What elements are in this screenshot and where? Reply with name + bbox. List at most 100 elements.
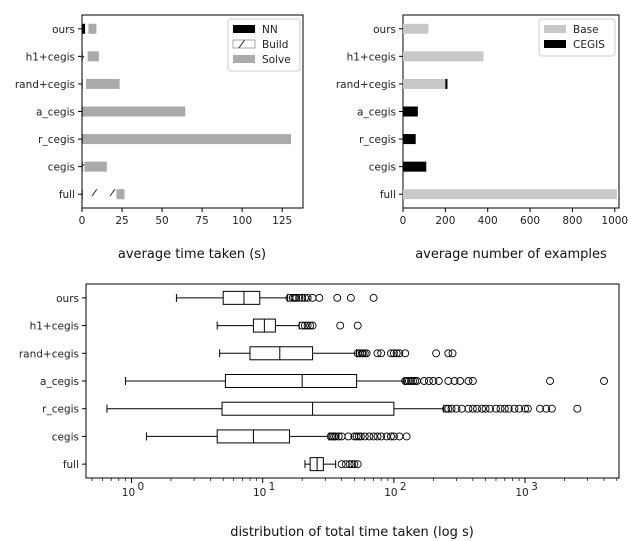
distribution-xtick-label: 10: [515, 487, 528, 499]
box-outlier-ours: [301, 293, 309, 302]
time-legend-swatch: [232, 39, 256, 49]
time-ytick-label: a_cegis: [36, 107, 75, 119]
box-outlier-a_cegis: [434, 377, 443, 385]
time-legend-label: NN: [262, 24, 278, 36]
distribution-xtick-exponent: 0: [137, 481, 144, 493]
time-bar-a_cegis-nn: [82, 106, 83, 117]
time-bar-cegis-solve: [84, 161, 107, 172]
box-outlier-r_cegis: [547, 404, 556, 413]
examples-bar-h1+cegis-base: [403, 51, 484, 62]
box-outlier-a_cegis: [456, 377, 465, 385]
box-outlier-rand+cegis: [448, 349, 457, 358]
box-outlier-a_cegis: [424, 377, 433, 385]
time-bar-h1+cegis-solve: [87, 51, 99, 62]
box-iqr-rand+cegis: [249, 346, 314, 361]
box-outlier-h1+cegis: [353, 321, 362, 330]
distribution-ytick-label: ours: [56, 293, 79, 305]
distribution-xlabel: distribution of total time taken (log s): [230, 525, 474, 540]
box-outlier-cegis: [356, 432, 365, 441]
box-outlier-h1+cegis: [301, 321, 309, 330]
box-outlier-rand+cegis: [360, 349, 369, 358]
examples-legend-swatch: [544, 40, 566, 48]
distribution-ytick-label: h1+cegis: [30, 321, 79, 333]
box-outlier-r_cegis: [481, 404, 490, 413]
box-outlier-r_cegis: [486, 404, 494, 413]
time-legend-label: Solve: [262, 54, 291, 66]
time-bar-full-solve: [116, 189, 125, 200]
examples-ytick-label: full: [380, 189, 396, 201]
box-iqr-r_cegis: [221, 401, 395, 416]
box-outlier-r_cegis: [504, 404, 513, 413]
examples-legend: Base CEGIS: [538, 18, 616, 57]
box-iqr-ours: [222, 290, 261, 305]
time-legend-swatch: [233, 25, 255, 33]
box-outlier-a_cegis: [546, 377, 554, 385]
box-outlier-r_cegis: [510, 404, 519, 413]
box-outlier-cegis: [387, 432, 395, 441]
distribution-x-ticks: 10 0 10 1 10 2 10 3: [91, 478, 618, 499]
box-outlier-r_cegis: [452, 404, 461, 413]
time-bar-h1+cegis-nn: [82, 51, 83, 62]
box-outlier-cegis: [377, 432, 386, 441]
box-outlier-h1+cegis: [298, 321, 307, 330]
distribution-y-ticks: ours h1+cegis rand+cegis a_cegis r_cegiscegi…: [19, 293, 86, 471]
box-outlier-a_cegis: [409, 377, 417, 385]
box-outlier-full: [341, 460, 350, 469]
box-outlier-cegis: [354, 432, 363, 441]
box-outlier-cegis: [365, 432, 374, 441]
box-outlier-h1+cegis: [308, 321, 317, 330]
time-bar-r_cegis-nn: [82, 134, 83, 145]
examples-bar-full-base: [403, 189, 617, 200]
box-outlier-a_cegis: [402, 377, 411, 385]
box-outlier-cegis: [402, 432, 411, 441]
distribution-ytick-label: full: [63, 459, 79, 471]
box-outlier-r_cegis: [442, 404, 451, 413]
distribution-xtick-label: 10: [122, 487, 135, 499]
examples-bar-ours-base: [403, 23, 429, 34]
box-outlier-h1+cegis: [303, 321, 312, 330]
distribution-xtick-label: 10: [384, 487, 397, 499]
examples-xtick-label: 200: [435, 215, 455, 227]
time-ytick-label: full: [59, 189, 75, 201]
box-outlier-a_cegis: [464, 377, 473, 385]
time-bar-rand+cegis-nn: [82, 78, 83, 89]
examples-x-ticks: 0 200 400 600 800 1000: [400, 208, 628, 227]
examples-xlabel: average number of examples: [415, 247, 607, 262]
box-outlier-r_cegis: [500, 404, 509, 413]
box-outlier-ours: [315, 293, 324, 302]
time-ytick-label: ours: [52, 24, 75, 36]
box-outlier-full: [348, 460, 357, 469]
examples-y-ticks: ours h1+cegis rand+cegis a_cegis r_cegiscegi…: [336, 24, 403, 201]
box-outlier-rand+cegis: [362, 349, 371, 358]
examples-legend-label: Base: [573, 24, 599, 36]
examples-xtick-label: 1000: [601, 215, 628, 227]
time-bar-rand+cegis-build: [82, 78, 87, 89]
box-outlier-cegis: [373, 432, 382, 441]
examples-ytick-label: rand+cegis: [336, 79, 396, 91]
box-outlier-cegis: [352, 432, 361, 441]
box-outlier-r_cegis: [515, 404, 524, 413]
time-xtick-label: 125: [272, 215, 292, 227]
time-bar-rand+cegis-solve: [86, 78, 120, 89]
box-outlier-cegis: [344, 432, 353, 441]
box-outlier-rand+cegis: [358, 349, 367, 358]
time-legend-swatch: [233, 55, 255, 63]
box-outlier-a_cegis: [407, 377, 415, 385]
time-legend-label: Build: [262, 39, 288, 51]
time-bars: [82, 23, 291, 200]
time-ytick-label: r_cegis: [38, 134, 75, 146]
box-outlier-r_cegis: [457, 404, 466, 413]
distribution-xtick-exponent: 3: [531, 481, 538, 493]
box-outlier-r_cegis: [444, 404, 453, 413]
time-bar-a_cegis-solve: [82, 106, 186, 117]
box-outlier-a_cegis: [600, 377, 609, 385]
distribution-ytick-label: r_cegis: [42, 404, 79, 416]
time-bar-full-build: [82, 189, 117, 200]
box-outlier-cegis: [334, 432, 343, 441]
distribution-ytick-label: a_cegis: [40, 376, 79, 388]
box-outlier-r_cegis: [573, 404, 582, 413]
examples-bar-cegis-cegis: [403, 161, 427, 172]
examples-bars: [403, 23, 617, 200]
box-outlier-ours: [303, 293, 312, 302]
